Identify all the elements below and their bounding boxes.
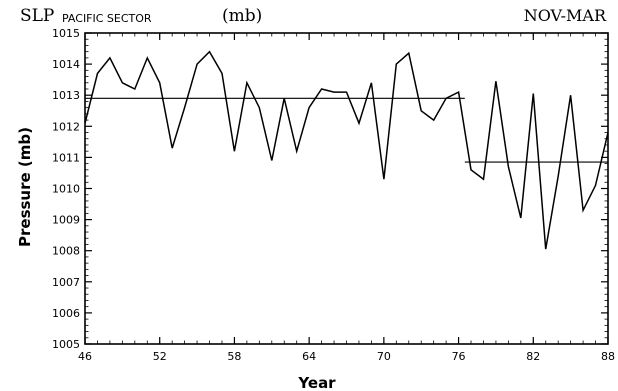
chart-title-main: SLP	[20, 6, 54, 26]
y-tick-label: 1005	[52, 338, 80, 351]
y-tick-label: 1009	[52, 214, 80, 227]
x-tick-label: 64	[302, 350, 316, 363]
plot-frame	[84, 32, 609, 345]
y-tick-label: 1015	[52, 27, 80, 40]
chart-title-units: (mb)	[222, 6, 262, 26]
axes-group: 1005 1006 1007 1008 1009 1010 1011 1012 1013 1014…	[52, 27, 615, 363]
y-axis-label: Pressure (mb)	[16, 127, 34, 247]
y-tick-label: 1010	[52, 183, 80, 196]
x-tick-label: 82	[526, 350, 540, 363]
y-tick-label: 1012	[52, 120, 80, 133]
x-tick-label: 58	[227, 350, 241, 363]
chart-title-subscript: PACIFIC SECTOR	[62, 12, 152, 25]
x-tick-label: 88	[601, 350, 615, 363]
x-tick-label: 76	[452, 350, 466, 363]
x-axis-label: Year	[297, 374, 336, 391]
y-tick-label: 1008	[52, 245, 80, 258]
y-tick-label: 1013	[52, 89, 80, 102]
x-tick-label: 70	[377, 350, 391, 363]
plot-group	[84, 50, 609, 250]
season-label: NOV-MAR	[524, 6, 607, 25]
x-tick-label: 52	[153, 350, 167, 363]
x-tick-label: 46	[78, 350, 92, 363]
y-tick-label: 1011	[52, 151, 80, 164]
y-tick-label: 1014	[52, 58, 80, 71]
y-tick-label: 1007	[52, 276, 80, 289]
series-line	[84, 50, 609, 250]
y-tick-label: 1006	[52, 307, 80, 320]
